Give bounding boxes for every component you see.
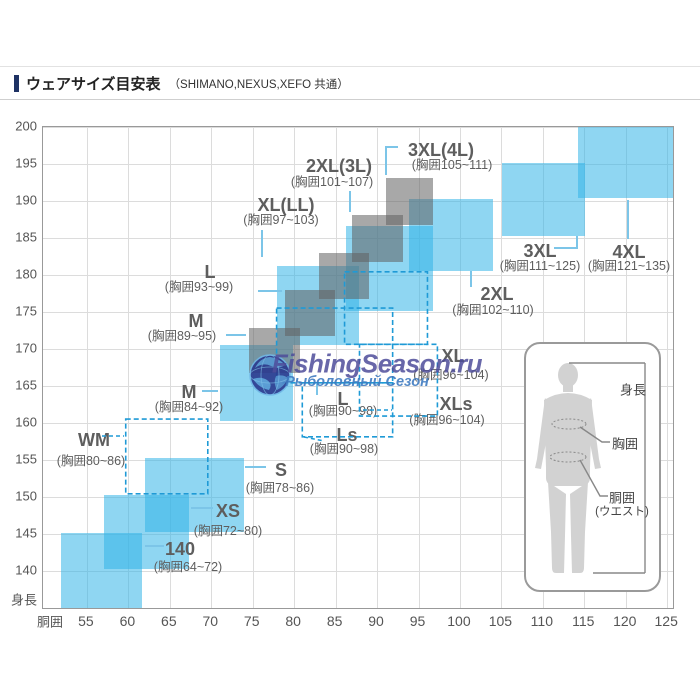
size-chest-range-M: (胸囲84~92): [154, 399, 224, 414]
gridline: [667, 127, 669, 608]
y-tick-150: 150: [15, 488, 37, 504]
x-tick-75: 75: [243, 613, 260, 629]
size-label-2XL(3L): 2XL(3L): [305, 156, 373, 176]
y-axis-unit-label: 身長: [10, 592, 37, 608]
gridline: [43, 127, 673, 128]
x-tick-110: 110: [530, 613, 554, 629]
x-tick-95: 95: [409, 613, 426, 629]
gridline: [501, 127, 503, 608]
y-tick-195: 195: [15, 155, 37, 171]
header-accent-bar: [14, 74, 19, 92]
gridline: [43, 534, 673, 535]
size-chest-range-L: (胸囲90~98): [308, 403, 378, 418]
y-tick-145: 145: [15, 525, 37, 541]
x-tick-125: 125: [654, 613, 678, 629]
measurement-inset-panel: 身長 胸囲 胴囲 (ウエスト): [524, 342, 661, 592]
gridline: [211, 127, 213, 608]
size-chest-range-XL(LL): (胸囲97~103): [243, 212, 319, 227]
size-label-XL(LL): XL(LL): [257, 195, 315, 215]
y-tick-170: 170: [15, 340, 37, 356]
inset-waist-label: 胴囲: [608, 490, 636, 506]
gridline: [169, 127, 171, 608]
inset-chest-label: 胸囲: [611, 436, 639, 452]
size-label-3XL: 3XL: [523, 241, 557, 261]
size-box-standard-blue-4XL: [577, 127, 673, 199]
y-tick-190: 190: [15, 192, 37, 208]
gridline: [86, 127, 88, 608]
x-tick-100: 100: [447, 613, 471, 629]
size-chest-range-XL: (胸囲96~104): [413, 367, 489, 382]
gridline: [128, 127, 130, 608]
y-tick-185: 185: [15, 229, 37, 245]
size-box-standard-blue-3XL: [502, 163, 586, 236]
y-tick-175: 175: [15, 303, 37, 319]
size-chest-range-2XL: (胸囲102~110): [452, 302, 534, 317]
gridline: [377, 127, 379, 608]
gridline: [43, 497, 673, 498]
size-chest-range-Ls: (胸囲90~98): [309, 441, 379, 456]
gridline: [43, 164, 673, 165]
x-tick-70: 70: [202, 613, 219, 629]
x-tick-55: 55: [78, 613, 94, 629]
size-label-M: M: [181, 382, 197, 402]
size-chest-range-M: (胸囲89~95): [147, 328, 217, 343]
y-tick-180: 180: [15, 266, 37, 282]
x-tick-65: 65: [161, 613, 177, 629]
y-tick-155: 155: [15, 451, 37, 467]
x-tick-80: 80: [285, 613, 301, 629]
size-label-3XL(4L): 3XL(4L): [407, 140, 475, 160]
y-tick-160: 160: [15, 414, 37, 430]
size-label-XS: XS: [215, 501, 241, 521]
human-figure-silhouette: [535, 362, 646, 574]
size-label-2XL: 2XL: [480, 284, 514, 304]
size-chest-range-XS: (胸囲72~80): [193, 523, 263, 538]
size-label-L: L: [204, 262, 216, 282]
size-label-XLs: XLs: [439, 394, 473, 414]
y-tick-200: 200: [15, 118, 37, 134]
size-chest-range-140: (胸囲64~72): [153, 559, 223, 574]
y-tick-165: 165: [15, 377, 37, 393]
gridline: [43, 571, 673, 572]
inset-waist-sublabel: (ウエスト): [595, 506, 649, 518]
x-axis-unit-label: 胴囲: [36, 614, 64, 630]
size-chest-range-2XL(3L): (胸囲101~107): [290, 174, 374, 189]
size-label-XL: XL: [441, 346, 465, 366]
gridline: [459, 127, 461, 608]
size-box-gray-overlay-3XL(4L): [386, 178, 434, 225]
size-chest-range-3XL(4L): (胸囲105~111): [411, 157, 493, 172]
gridline: [43, 460, 673, 461]
page-header: ウェアサイズ目安表 （SHIMANO,NEXUS,XEFO 共通）: [0, 66, 700, 100]
size-chest-range-3XL: (胸囲111~125): [499, 258, 581, 273]
page-title: ウェアサイズ目安表: [26, 75, 161, 93]
size-label-WM: WM: [78, 430, 110, 450]
x-tick-115: 115: [572, 613, 595, 629]
size-chest-range-4XL: (胸囲121~135): [587, 258, 671, 273]
y-tick-140: 140: [15, 562, 37, 578]
page-subtitle: （SHIMANO,NEXUS,XEFO 共通）: [168, 79, 349, 91]
inset-height-label: 身長: [619, 382, 647, 398]
size-label-S: S: [274, 460, 288, 480]
size-label-140: 140: [164, 539, 196, 559]
size-chest-range-S: (胸囲78~86): [245, 480, 315, 495]
x-tick-105: 105: [488, 613, 513, 629]
x-tick-60: 60: [119, 613, 136, 629]
x-tick-90: 90: [368, 613, 384, 629]
size-chest-range-L: (胸囲93~99): [164, 279, 234, 294]
gridline: [335, 127, 337, 608]
x-tick-85: 85: [326, 613, 343, 629]
size-chest-range-XLs: (胸囲96~104): [409, 412, 485, 427]
gridline: [43, 201, 673, 202]
size-chest-range-WM: (胸囲80~86): [56, 453, 126, 468]
x-tick-120: 120: [613, 613, 637, 629]
size-label-4XL: 4XL: [612, 242, 646, 262]
size-label-M: M: [188, 311, 204, 331]
